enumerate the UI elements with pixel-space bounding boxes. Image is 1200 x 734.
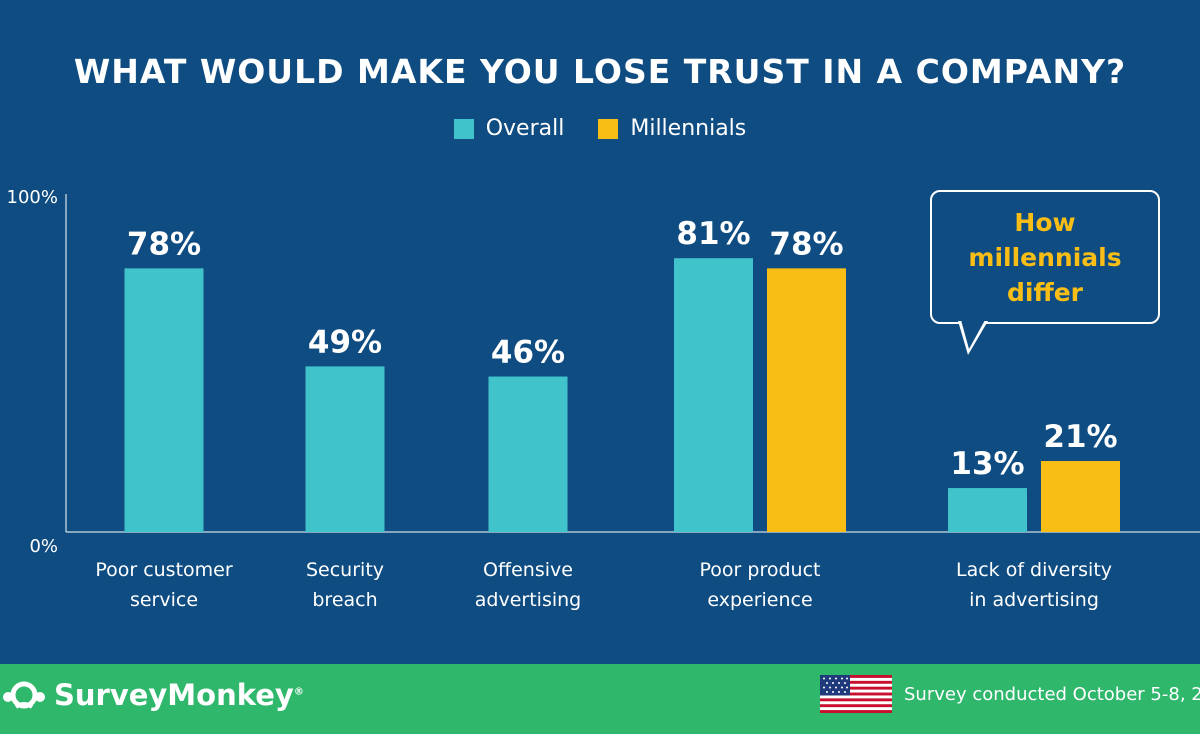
surveymonkey-logo[interactable]: SurveyMonkey® (2, 677, 304, 713)
bar (767, 268, 846, 532)
data-label: 21% (1043, 419, 1117, 455)
x-category-label: Offensive (483, 559, 573, 581)
bar (948, 488, 1027, 532)
legend-swatch-millennials (598, 118, 619, 139)
x-category-label: service (130, 589, 198, 611)
legend-swatch-overall (453, 118, 474, 139)
callout-line: millennials (968, 242, 1122, 272)
x-category-label: experience (707, 589, 812, 611)
bar (674, 258, 753, 532)
callout-bubble: How millennials differ (930, 190, 1160, 324)
legend: Overall Millennials (0, 116, 1200, 141)
x-category-label: Lack of diversity (956, 559, 1112, 581)
monkey-logo-icon (3, 681, 45, 709)
x-category-label: Poor customer (95, 559, 233, 581)
y-tick-label: 0% (29, 536, 58, 557)
chart-title: WHAT WOULD MAKE YOU LOSE TRUST IN A COMP… (73, 52, 1127, 91)
data-label: 78% (127, 226, 201, 262)
y-tick-label: 100% (7, 187, 58, 208)
data-label: 46% (491, 335, 565, 371)
legend-item-millennials: Millennials (598, 116, 746, 141)
callout-text: How millennials differ (950, 205, 1140, 310)
x-category-label: Poor product (700, 559, 821, 581)
x-category-label: advertising (475, 589, 581, 611)
data-label: 49% (308, 324, 382, 360)
x-category-label: Security (306, 559, 384, 581)
legend-item-overall: Overall (453, 116, 565, 141)
callout-line: differ (1006, 277, 1083, 307)
data-label: 13% (950, 446, 1024, 482)
survey-date-note: Survey conducted October 5-8, 2018 (904, 684, 1200, 705)
data-label: 81% (676, 216, 750, 252)
bar (124, 268, 204, 532)
callout-line: How (1014, 207, 1076, 237)
bar (488, 376, 568, 532)
x-category-label: breach (312, 589, 377, 611)
legend-label-millennials: Millennials (630, 116, 747, 141)
x-category-label: in advertising (969, 589, 1099, 611)
bar (305, 366, 385, 532)
callout-tail-inner (961, 320, 985, 349)
data-label: 78% (769, 226, 843, 262)
registered-mark: ® (293, 686, 304, 698)
bar-chart: 100% 0% 78% Poor customer service 49% Security… (7, 187, 1200, 611)
bar (1041, 461, 1120, 532)
chart-panel: WHAT WOULD MAKE YOU LOSE TRUST IN A COMP… (0, 52, 1200, 611)
footer: SurveyMonkey® Survey conducted October (0, 664, 1200, 734)
brand-name: SurveyMonkey® (54, 678, 304, 712)
legend-label-overall: Overall (485, 116, 565, 141)
us-flag-icon (820, 675, 892, 713)
